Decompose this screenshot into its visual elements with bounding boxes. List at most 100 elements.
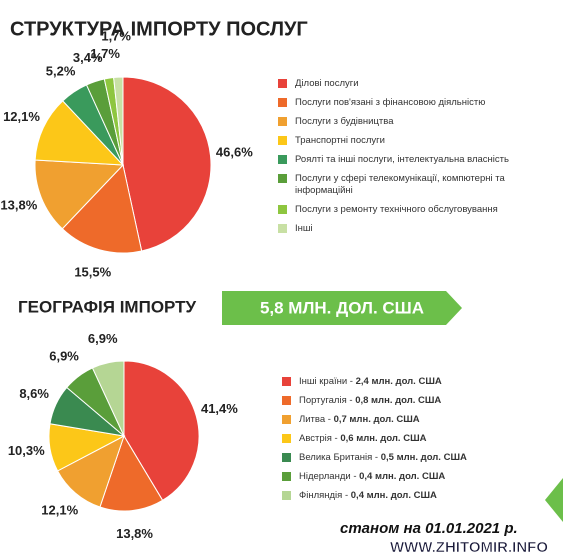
chart-title: ГЕОГРАФІЯ ІМПОРТУ <box>18 297 197 316</box>
legend-note: 0,7 млн. дол. США <box>333 414 420 425</box>
legend-text: Австрія - 0,6 млн. дол. США <box>299 433 426 445</box>
legend-label: Литва - <box>299 414 331 425</box>
legend-note: 2,4 млн. дол. США <box>355 376 442 387</box>
legend-label: Послуги з ремонту технічного обслуговува… <box>295 204 498 215</box>
legend-item: Фінляндія - 0,4 млн. дол. США <box>282 490 502 502</box>
legend-item: Велика Британія - 0,5 млн. дол. США <box>282 452 502 464</box>
data-label: 6,9% <box>49 349 79 364</box>
pie-slice <box>91 360 125 437</box>
pie-slice <box>113 76 124 166</box>
legend-note: 0,8 млн. дол. США <box>355 395 442 406</box>
pie-slice <box>123 360 200 502</box>
legend-swatch <box>282 377 291 386</box>
legend-label: Нідерланди - <box>299 471 357 482</box>
legend-swatch <box>278 117 287 126</box>
legend-label: Фінляндія - <box>299 490 349 501</box>
banner <box>222 291 462 325</box>
legend-swatch <box>282 434 291 443</box>
legend-text: Литва - 0,7 млн. дол. США <box>299 414 420 426</box>
data-label: 1,7% <box>101 29 131 44</box>
legend-swatch <box>278 79 287 88</box>
legend-swatch <box>282 472 291 481</box>
watermark: WWW.ZHITOMIR.INFO <box>390 539 548 556</box>
legend-item: Ділові послуги <box>278 78 538 90</box>
legend-swatch <box>278 205 287 214</box>
legend-text: Інші <box>295 223 313 235</box>
data-label: 46,6% <box>216 144 253 159</box>
legend-label: Роялті та інші послуги, інтелектуальна в… <box>295 154 509 165</box>
legend-label: Послуги пов'язані з фінансовою діяльніст… <box>295 97 486 108</box>
data-label: 3,4% <box>73 50 103 65</box>
legend-text: Послуги у сфері телекомунікації, компюте… <box>295 173 538 197</box>
legend-label: Австрія - <box>299 433 338 444</box>
legend-text: Ділові послуги <box>295 78 359 90</box>
legend-swatch <box>282 491 291 500</box>
legend-label: Інші <box>295 223 313 234</box>
legend-item: Інші <box>278 223 538 235</box>
data-label: 13,8% <box>116 526 153 541</box>
legend-text: Велика Британія - 0,5 млн. дол. США <box>299 452 467 464</box>
legend-swatch <box>278 136 287 145</box>
legend-item: Роялті та інші послуги, інтелектуальна в… <box>278 154 538 166</box>
data-label: 8,6% <box>19 386 49 401</box>
data-label: 13,8% <box>0 198 37 213</box>
legend: Ділові послуги Послуги пов'язані з фінанс… <box>278 78 538 242</box>
pie-slice <box>99 434 164 512</box>
legend-item: Інші країни - 2,4 млн. дол. США <box>282 376 502 388</box>
legend-item: Послуги у сфері телекомунікації, компюте… <box>278 173 538 197</box>
legend-text: Транспортні послуги <box>295 135 385 147</box>
legend-label: Послуги у сфері телекомунікації, компюте… <box>295 173 505 196</box>
legend-text: Послуги з ремонту технічного обслуговува… <box>295 204 498 216</box>
data-label: 12,1% <box>41 503 78 518</box>
legend-note: 0,5 млн. дол. США <box>380 452 467 463</box>
data-label: 1,7% <box>90 46 120 61</box>
legend-item: Транспортні послуги <box>278 135 538 147</box>
legend-item: Нідерланди - 0,4 млн. дол. США <box>282 471 502 483</box>
legend-text: Послуги пов'язані з фінансовою діяльніст… <box>295 97 485 109</box>
legend-item: Литва - 0,7 млн. дол. США <box>282 414 502 426</box>
pie-slice <box>34 100 125 166</box>
legend-text: Інші країни - 2,4 млн. дол. США <box>299 376 442 388</box>
legend-text: Нідерланди - 0,4 млн. дол. США <box>299 471 445 483</box>
footnote: станом на 01.01.2021 р. <box>340 520 518 537</box>
data-label: 6,9% <box>88 331 118 346</box>
legend-text: Португалія - 0,8 млн. дол. США <box>299 395 441 407</box>
legend-swatch <box>278 98 287 107</box>
legend-item: Австрія - 0,6 млн. дол. США <box>282 433 502 445</box>
legend-swatch <box>278 155 287 164</box>
legend-swatch <box>282 415 291 424</box>
legend-label: Португалія - <box>299 395 353 406</box>
legend-item: Португалія - 0,8 млн. дол. США <box>282 395 502 407</box>
legend-label: Послуги з будівництва <box>295 116 394 127</box>
legend-label: Ділові послуги <box>295 78 359 89</box>
data-label: 10,3% <box>8 443 45 458</box>
legend-swatch <box>278 224 287 233</box>
legend-swatch <box>282 453 291 462</box>
legend-text: Роялті та інші послуги, інтелектуальна в… <box>295 154 509 166</box>
legend-note: 0,4 млн. дол. США <box>350 490 437 501</box>
legend: Інші країни - 2,4 млн. дол. США Португалі… <box>282 376 502 509</box>
legend-text: Послуги з будівництва <box>295 116 394 128</box>
legend-note: 0,4 млн. дол. США <box>359 471 446 482</box>
data-label: 5,2% <box>46 63 76 78</box>
legend-note: 0,6 млн. дол. США <box>340 433 427 444</box>
data-label: 41,4% <box>201 401 238 416</box>
legend-swatch <box>278 174 287 183</box>
legend-swatch <box>282 396 291 405</box>
data-label: 12,1% <box>3 109 40 124</box>
chart-title: СТРУКТУРА ІМПОРТУ ПОСЛУГ <box>10 18 308 40</box>
legend-item: Послуги з ремонту технічного обслуговува… <box>278 204 538 216</box>
data-label: 15,5% <box>74 264 111 279</box>
legend-item: Послуги пов'язані з фінансовою діяльніст… <box>278 97 538 109</box>
legend-label: Інші країни - <box>299 376 353 387</box>
pie-slice <box>34 159 125 230</box>
arrow <box>545 478 563 522</box>
legend-label: Велика Британія - <box>299 452 379 463</box>
legend-item: Послуги з будівництва <box>278 116 538 128</box>
legend-text: Фінляндія - 0,4 млн. дол. США <box>299 490 437 502</box>
banner-text: 5,8 МЛН. ДОЛ. США <box>260 298 424 317</box>
pie-slice <box>122 76 212 252</box>
legend-label: Транспортні послуги <box>295 135 385 146</box>
